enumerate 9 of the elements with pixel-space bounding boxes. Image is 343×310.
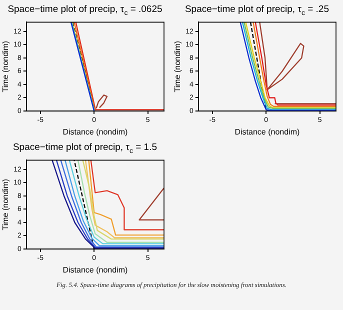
y-axis-title: Time (nondim): [173, 40, 182, 92]
chart-title: Space−time plot of precip, τ$_{c}$ = 1.5: [12, 142, 158, 155]
chart-title: Space−time plot of precip, τ$_{c}$ = .25: [184, 4, 330, 17]
x-axis-title: Distance (nondim): [62, 265, 128, 274]
y-axis-title: Time (nondim): [1, 178, 10, 230]
x-axis-title: Distance (nondim): [62, 127, 128, 136]
x-axis-title: Distance (nondim): [234, 127, 300, 136]
y-axis-title: Time (nondim): [1, 40, 10, 92]
chart-title: Space−time plot of precip, τ$_{c}$ = .0625: [6, 4, 164, 17]
